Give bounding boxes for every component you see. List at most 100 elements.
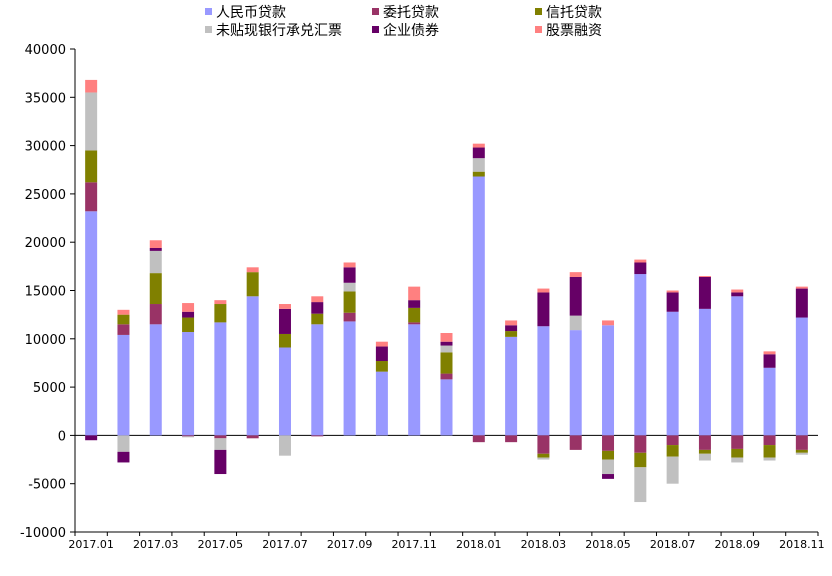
bar-segment-1: [311, 435, 324, 437]
bar-segment-2: [795, 449, 808, 453]
bar-segment-1: [731, 435, 744, 449]
bar-segment-0: [537, 326, 550, 436]
bar-segment-2: [698, 449, 711, 454]
bar-segment-0: [505, 336, 518, 436]
bar-segment-5: [311, 296, 324, 303]
bar-segment-2: [182, 317, 195, 333]
bar-segment-3: [795, 452, 808, 455]
bar-segment-4: [569, 276, 582, 316]
bar-segment-4: [763, 354, 776, 368]
bar-segment-1: [537, 435, 550, 454]
bar-segment-3: [569, 315, 582, 331]
bar-segment-1: [472, 435, 485, 443]
legend-label-0: 人民币贷款: [216, 5, 286, 21]
x-tick-label: 2018.03: [521, 538, 567, 551]
legend-swatch-2: [535, 8, 542, 15]
bar-segment-4: [214, 449, 227, 475]
bar-segment-0: [117, 334, 130, 436]
y-tick-label: 40000: [25, 43, 66, 58]
bar-segment-2: [537, 453, 550, 458]
bar-segment-1: [343, 312, 356, 322]
bar-segment-4: [375, 346, 388, 362]
bar-segment-1: [408, 322, 421, 325]
bar-segment-5: [537, 288, 550, 293]
bar-segment-4: [278, 308, 291, 334]
bar-segment-2: [246, 272, 259, 297]
bar-segment-3: [698, 453, 711, 461]
x-tick-label: 2017.01: [68, 538, 114, 551]
bar-segment-0: [214, 322, 227, 436]
bar-segment-4: [472, 147, 485, 159]
bar-segment-4: [537, 292, 550, 327]
bar-segment-5: [731, 289, 744, 293]
bar-segment-0: [569, 330, 582, 436]
x-tick-label: 2017.07: [262, 538, 308, 551]
bar-segment-2: [278, 333, 291, 348]
legend-label-4: 企业债券: [383, 22, 439, 39]
bar-segment-3: [634, 467, 647, 503]
bar-segment-5: [149, 240, 162, 248]
legend-swatch-3: [205, 26, 212, 33]
bar-segment-3: [472, 158, 485, 172]
bar-segment-0: [85, 211, 98, 436]
x-tick-label: 2017.11: [391, 538, 437, 551]
bar-segment-1: [440, 373, 453, 380]
bar-segment-5: [117, 309, 130, 315]
x-tick-label: 2017.05: [198, 538, 244, 551]
bar-segment-4: [182, 311, 195, 318]
bar-segment-3: [149, 250, 162, 274]
bar-segment-2: [214, 304, 227, 323]
bar-segment-5: [214, 300, 227, 305]
x-tick-label: 2017.09: [327, 538, 373, 551]
bar-segment-2: [311, 313, 324, 325]
bar-segment-3: [343, 282, 356, 292]
bar-segment-5: [472, 143, 485, 148]
bar-segment-5: [85, 79, 98, 93]
bar-segment-2: [634, 452, 647, 468]
bar-segment-4: [440, 341, 453, 346]
bar-segment-0: [472, 176, 485, 436]
bar-segment-2: [85, 150, 98, 183]
legend-label-5: 股票融资: [546, 23, 602, 39]
bar-segment-0: [634, 274, 647, 436]
bar-segment-1: [666, 435, 679, 446]
bar-segment-1: [634, 435, 647, 453]
bar-segment-2: [117, 314, 130, 325]
bar-segment-2: [505, 331, 518, 337]
legend-swatch-5: [535, 26, 542, 33]
bar-segment-4: [85, 435, 98, 441]
bar-segment-3: [182, 436, 195, 438]
bar-segment-5: [795, 286, 808, 289]
bar-segment-3: [602, 459, 615, 475]
bar-segment-2: [731, 448, 744, 458]
bar-segment-2: [666, 445, 679, 457]
bar-segment-0: [795, 317, 808, 436]
y-tick-label: -10000: [20, 526, 66, 541]
bar-segment-3: [537, 457, 550, 460]
bar-segment-5: [505, 320, 518, 326]
bar-segment-2: [375, 361, 388, 372]
bar-segment-1: [505, 435, 518, 443]
bar-segment-2: [472, 171, 485, 177]
y-tick-label: -5000: [28, 478, 66, 493]
bar-segment-3: [214, 438, 227, 450]
legend-label-3: 未贴现银行承兑汇票: [216, 23, 342, 39]
bar-segment-0: [408, 324, 421, 436]
bar-segment-5: [698, 276, 711, 277]
bar-segment-2: [408, 307, 421, 323]
legend-swatch-1: [372, 8, 379, 15]
bar-segment-4: [666, 292, 679, 312]
bar-segment-1: [698, 435, 711, 450]
bar-segment-0: [698, 308, 711, 436]
bar-segment-1: [149, 304, 162, 325]
bar-segment-5: [440, 333, 453, 342]
bar-segment-3: [278, 435, 291, 456]
y-tick-label: 35000: [25, 91, 66, 106]
bar-segment-2: [602, 450, 615, 460]
bar-segment-4: [311, 302, 324, 314]
bar-segment-1: [763, 435, 776, 446]
bar-segment-1: [246, 435, 259, 439]
bar-segment-4: [408, 300, 421, 308]
